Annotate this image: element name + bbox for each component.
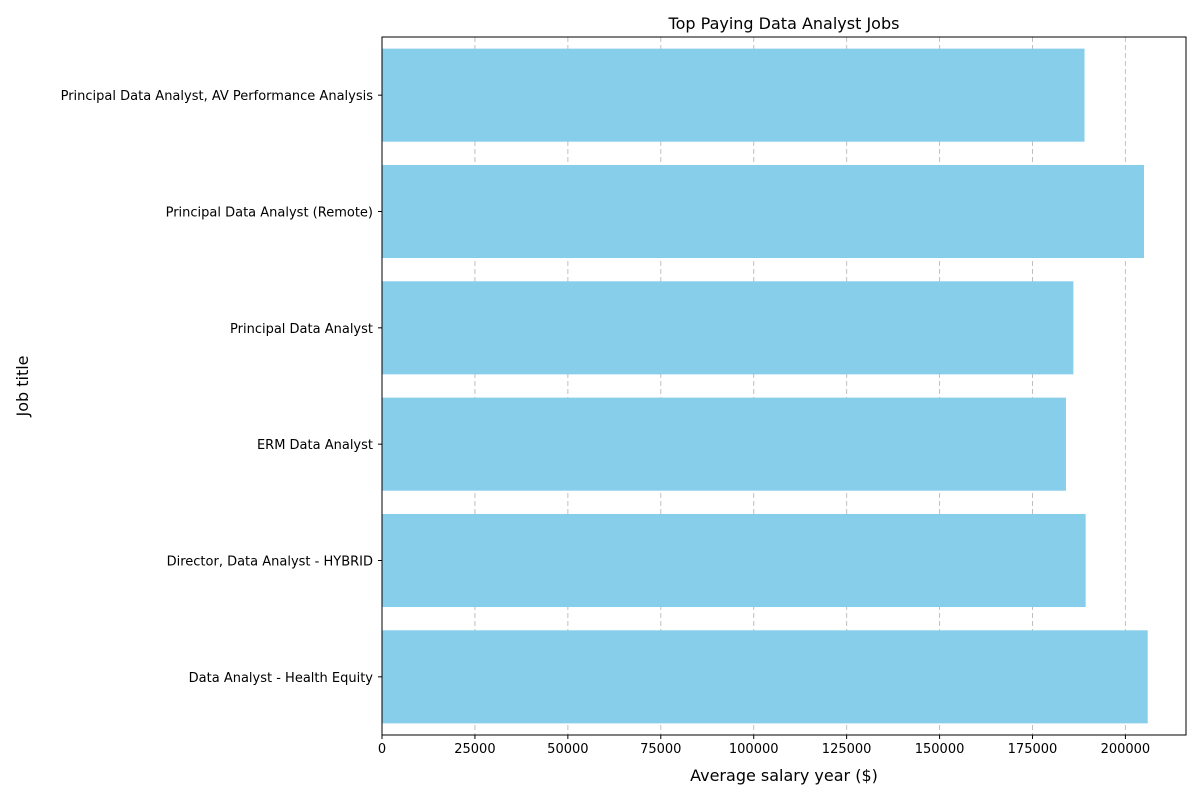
x-tick-label: 175000 — [1008, 742, 1058, 757]
y-axis-label: Job title — [13, 355, 32, 417]
x-tick-label: 150000 — [915, 742, 965, 757]
y-tick-label: Principal Data Analyst (Remote) — [166, 206, 373, 221]
x-tick-label: 25000 — [454, 742, 495, 757]
x-tick-label: 0 — [378, 742, 386, 757]
x-tick-label: 75000 — [640, 742, 681, 757]
x-axis-label: Average salary year ($) — [690, 766, 878, 785]
bar — [382, 513, 1086, 608]
y-tick-label: Principal Data Analyst, AV Performance A… — [61, 89, 374, 104]
x-ticks: 0 25000 50000 75000 100000 125000 150000 175000… — [378, 735, 1150, 757]
chart-title: Top Paying Data Analyst Jobs — [668, 14, 900, 33]
grid-lines — [474, 37, 1126, 735]
bar — [382, 397, 1066, 491]
y-tick-label: Principal Data Analyst — [230, 322, 373, 337]
bar — [382, 281, 1074, 375]
x-tick-label: 50000 — [547, 742, 588, 757]
bars — [382, 48, 1148, 724]
y-tick-label: ERM Data Analyst — [257, 438, 373, 453]
x-tick-label: 200000 — [1101, 742, 1151, 757]
y-tick-label: Director, Data Analyst - HYBRID — [167, 555, 373, 570]
y-ticks: Data Analyst - Health Equity Director, Da… — [61, 89, 382, 686]
y-tick-label: Data Analyst - Health Equity — [189, 671, 374, 686]
plot-frame — [381, 36, 1187, 736]
x-tick-label: 100000 — [729, 742, 779, 757]
x-tick-label: 125000 — [822, 742, 872, 757]
bar — [382, 48, 1085, 142]
bar — [382, 630, 1148, 724]
bar — [382, 164, 1144, 259]
